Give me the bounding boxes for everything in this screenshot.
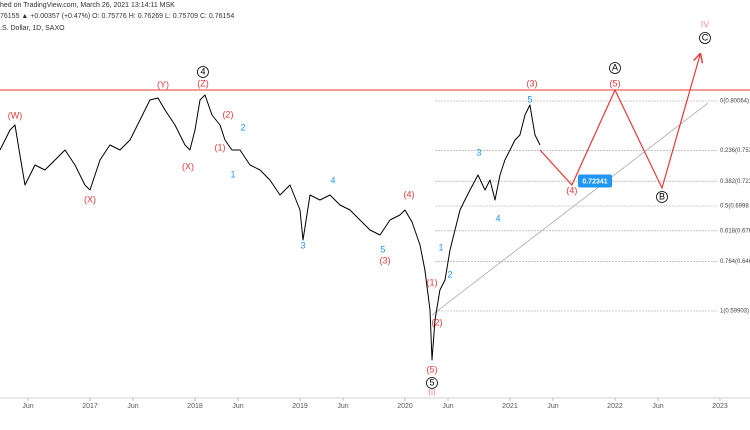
x-tick-label: Jun: [442, 403, 453, 410]
wave-circle: [426, 377, 438, 389]
x-tick-label: 2022: [607, 403, 623, 410]
wave-label: (X): [182, 161, 194, 171]
x-tick-label: 2018: [187, 403, 203, 410]
wave-label: IV: [701, 19, 710, 29]
wave-circle: [699, 32, 711, 44]
price-label: 0.72341: [582, 178, 607, 185]
wave-label: 2: [240, 122, 245, 132]
wave-label: III: [428, 387, 436, 397]
wave-label: 4: [330, 175, 335, 185]
wave-label: 3: [476, 147, 481, 157]
wave-label: (2): [432, 317, 443, 327]
x-tick-label: Jun: [232, 403, 243, 410]
header-line: 76155 ▲ +0.00357 (+0.47%) O: 0.75776 H: …: [0, 13, 234, 20]
wave-label: 4: [495, 213, 500, 223]
wave-circle: [656, 191, 668, 203]
trendline: [431, 102, 709, 316]
x-tick-label: Jun: [127, 403, 138, 410]
x-tick-label: 2020: [397, 403, 413, 410]
wave-label: 2: [448, 269, 453, 279]
fib-label: 0.764(0.646: [720, 259, 750, 265]
wave-label: 3: [301, 240, 306, 250]
x-tick-label: Jun: [337, 403, 348, 410]
projection-path: [539, 55, 700, 190]
wave-label: A: [612, 62, 618, 72]
wave-label: (3): [380, 255, 391, 265]
x-tick-label: 2017: [82, 403, 98, 410]
wave-label: (1): [214, 142, 225, 152]
x-tick-label: 2023: [712, 403, 728, 410]
wave-label: 5: [380, 244, 385, 254]
wave-circle: [197, 66, 209, 78]
wave-label: 4: [200, 66, 205, 76]
fib-label: 0.5(0.6998: [720, 204, 749, 210]
wave-label: (4): [566, 185, 577, 195]
wave-label: (3): [527, 78, 538, 88]
wave-label: (2): [222, 109, 233, 119]
wave-label: (W): [8, 110, 23, 120]
wave-label: (1): [426, 277, 437, 287]
fib-label: 0.236(0.753: [720, 148, 750, 154]
x-tick-label: Jun: [22, 403, 33, 410]
wave-label: (X): [84, 194, 96, 204]
wave-label: 5: [429, 377, 434, 387]
fib-label: 0.382(0.723: [720, 179, 750, 185]
x-tick-label: 2021: [502, 403, 518, 410]
header-line: hed on TradingView.com, March 26, 2021 1…: [0, 2, 175, 9]
price-label-box: [578, 174, 612, 188]
wave-circle: [609, 62, 621, 74]
fib-label: 0(0.80064): [720, 99, 749, 105]
x-tick-label: Jun: [547, 403, 558, 410]
wave-label: (Y): [157, 79, 169, 89]
fib-label: 0.618(0.676: [720, 228, 750, 234]
fib-label: 1(0.59903): [720, 309, 749, 315]
wave-label: (4): [403, 189, 414, 199]
wave-label: 5: [527, 94, 532, 104]
price-line: [0, 94, 541, 361]
x-tick-label: Jun: [652, 403, 663, 410]
wave-label: (Z): [197, 78, 209, 88]
wave-label: (5): [426, 364, 437, 374]
wave-label: C: [702, 32, 709, 42]
x-tick-label: 2019: [292, 403, 308, 410]
header-line: .S. Dollar, 1D, SAXO: [0, 25, 65, 32]
wave-label: 1: [438, 242, 443, 252]
wave-label: B: [659, 191, 665, 201]
wave-label: 1: [230, 169, 235, 179]
wave-label: (5): [609, 78, 620, 88]
